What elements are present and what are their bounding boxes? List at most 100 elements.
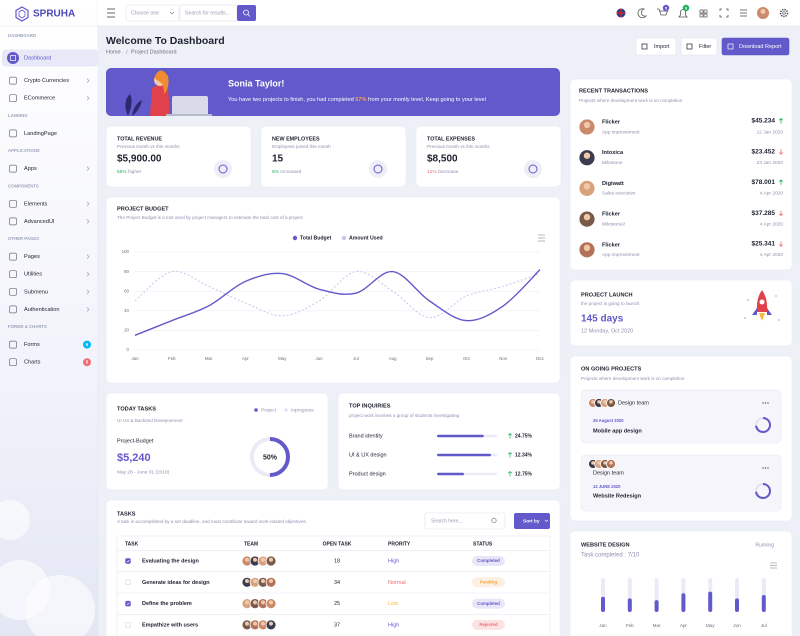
stat-icon-background: [369, 160, 387, 178]
trend-arrow: [778, 179, 784, 185]
legend-label: Amount Used: [349, 235, 383, 241]
button-icon: [686, 43, 693, 50]
inquiry-label: UI & UX design: [349, 452, 387, 458]
x-tick-label: Mar: [205, 356, 213, 361]
status-pill: [472, 577, 505, 588]
sidebar-item[interactable]: Dashboard: [2, 49, 98, 67]
column-header: TASK: [125, 541, 139, 547]
task-priority: Normal: [388, 580, 406, 586]
sidebar-item[interactable]: LandingPage: [9, 129, 57, 138]
stat-change: 12% Decrease: [427, 169, 459, 175]
transaction-name: Flicker: [602, 119, 621, 125]
page-title: Welcome To Dashboard: [106, 35, 225, 47]
button-background: [680, 37, 718, 56]
sidebar-item[interactable]: Utilities: [9, 270, 90, 279]
avatar-face: [253, 600, 257, 605]
task-checkbox[interactable]: [125, 558, 131, 564]
y-tick-label: 100: [122, 249, 130, 254]
stat-subtitle: Previous month vs this months: [117, 144, 180, 149]
project-menu: [767, 402, 769, 404]
avatar-face: [603, 461, 607, 465]
logo-icon: [15, 6, 29, 22]
task-checkbox[interactable]: [125, 579, 131, 586]
avatar-face: [269, 621, 273, 626]
avatar-face: [261, 600, 265, 605]
fullscreen-icon[interactable]: [719, 8, 729, 18]
apps-icon: [699, 13, 704, 18]
action-button[interactable]: Download Report: [721, 37, 790, 56]
select-caret: [169, 11, 175, 15]
card-subtitle: A task is accomplished by a set deadline…: [117, 519, 307, 524]
trend-arrow: [507, 452, 513, 458]
rocket-fins: [752, 308, 772, 315]
transaction-date: 23 Jan 2020: [757, 160, 784, 166]
cart-badge-count: 5: [665, 6, 667, 10]
avatar-face: [253, 579, 257, 584]
sort-button[interactable]: [514, 513, 550, 529]
theme-toggle[interactable]: [637, 8, 648, 19]
banner-highlight: 57%: [355, 97, 366, 103]
sidebar-item-label: Forms: [24, 342, 40, 348]
task-checkbox[interactable]: [125, 600, 131, 607]
chevron: [86, 201, 90, 207]
sidebar-item-label: ECommerce: [24, 96, 55, 102]
sidebar-item[interactable]: Apps: [9, 164, 90, 173]
settings-icon-center: [782, 11, 786, 15]
settings-icon[interactable]: [779, 8, 789, 18]
avatar-face: [253, 557, 257, 562]
project-menu: [762, 467, 764, 469]
project-name: Website Redesign: [593, 493, 642, 499]
action-button[interactable]: Import: [635, 37, 677, 56]
checkmark: [126, 559, 130, 563]
transaction-role: Milestone2: [602, 221, 626, 227]
breadcrumb-item: Home: [106, 49, 121, 55]
trend-arrow: [507, 471, 513, 477]
stat-subtitle: Employees joined this month: [272, 144, 331, 149]
transaction-amount: $37.285: [752, 210, 776, 217]
line-series: [134, 270, 541, 319]
search-icon: [491, 517, 497, 524]
sidebar-item[interactable]: Authentication: [9, 305, 90, 314]
sidebar-item[interactable]: AdvancedUI: [9, 217, 90, 226]
badge: [83, 358, 91, 367]
task-search-input[interactable]: [424, 512, 506, 530]
task-checkbox[interactable]: [125, 622, 131, 628]
stat-value: 15: [272, 154, 284, 165]
open-task-count: 34: [334, 580, 340, 586]
select-box[interactable]: [125, 4, 180, 22]
sidebar-item[interactable]: Pages: [9, 252, 90, 261]
star: [775, 295, 777, 297]
project-menu: [762, 402, 764, 404]
x-tick-label: Jan: [131, 356, 139, 361]
transaction-role: App improvement: [602, 252, 640, 258]
inquiry-bar: [437, 453, 491, 457]
sidebar-item[interactable]: Elements: [9, 199, 90, 208]
stat-icon: [528, 164, 538, 174]
avatar-face: [591, 400, 595, 404]
task-priority: High: [388, 622, 399, 628]
x-tick-label: Jan: [599, 623, 607, 628]
transaction-name: Flicker: [602, 242, 621, 248]
search-icon-handle: [247, 14, 251, 17]
task-status: Completed: [477, 558, 500, 563]
sidebar-section-title: OTHER PAGES: [8, 236, 39, 241]
legend-marker: [341, 235, 347, 241]
sidebar-item-label: Utilities: [24, 272, 42, 278]
breadcrumb-item: Project Dashboard: [131, 49, 177, 55]
sidebar-item[interactable]: Crypto Currencies: [9, 76, 90, 85]
search-button[interactable]: [237, 5, 256, 21]
sidebar-item[interactable]: Submenu: [9, 287, 90, 296]
avatar-face: [269, 579, 273, 584]
sidebar-item[interactable]: Forms 6: [9, 340, 92, 349]
sidebar-item[interactable]: ECommerce: [9, 94, 90, 103]
action-button[interactable]: Filter: [680, 37, 718, 56]
bar: [601, 596, 605, 612]
sidebar-item[interactable]: Charts 5: [9, 358, 92, 367]
trend-arrow: [778, 149, 784, 155]
chevron: [86, 166, 90, 171]
x-tick-label: Nov: [499, 356, 508, 361]
banner-message-part: You have two projects to finish, you had…: [228, 97, 355, 103]
x-tick-label: Feb: [626, 623, 634, 628]
